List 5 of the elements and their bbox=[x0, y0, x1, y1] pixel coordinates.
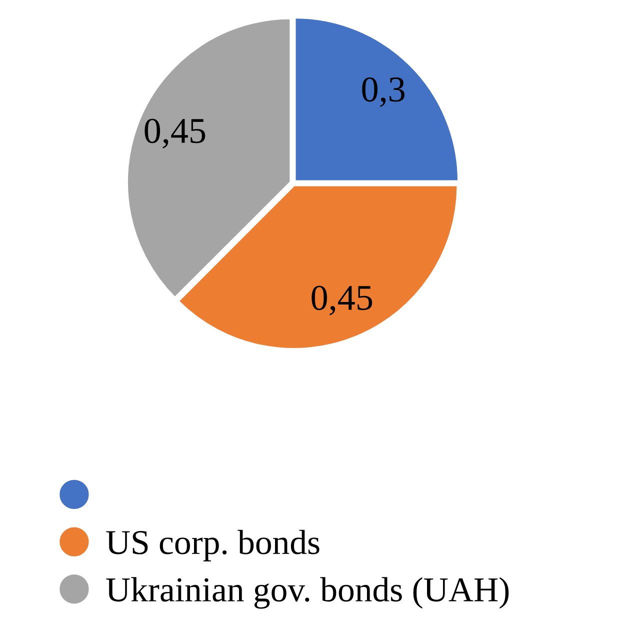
data-label: 0,45 bbox=[312, 286, 372, 316]
legend-label: US corp. bonds bbox=[106, 530, 320, 562]
legend-label: Ukrainian gov. bonds (UAH) bbox=[106, 577, 509, 609]
data-label: 0,45 bbox=[144, 118, 206, 148]
data-label: 0,3 bbox=[362, 77, 405, 107]
